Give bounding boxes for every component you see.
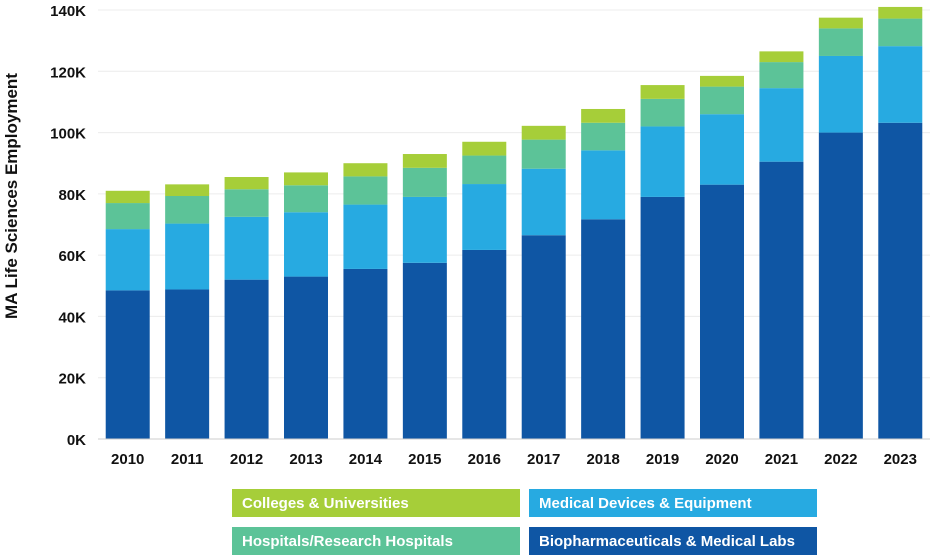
bar-segment-biopharma — [640, 196, 685, 439]
bar-segment-colleges — [640, 85, 685, 99]
bar-segment-hospitals — [878, 18, 923, 47]
y-tick-label: 0K — [67, 432, 86, 449]
bar-segment-medical-devices — [402, 196, 447, 263]
bar-segment-hospitals — [165, 196, 210, 224]
bar-segment-medical-devices — [640, 126, 685, 197]
x-tick-label: 2010 — [111, 451, 144, 468]
x-tick-label: 2015 — [408, 451, 441, 468]
x-tick-label: 2016 — [468, 451, 501, 468]
bar-segment-colleges — [105, 190, 150, 204]
bar-segment-biopharma — [284, 276, 328, 439]
bar-segment-medical-devices — [878, 46, 923, 123]
bar-segment-colleges — [818, 17, 863, 29]
bar-segment-medical-devices — [759, 88, 804, 162]
y-tick-label: 80K — [58, 187, 86, 204]
y-axis-ticks: 0K 20K 40K 60K 80K 100K 120K 140K — [50, 3, 86, 449]
bar-segment-colleges — [224, 177, 269, 190]
y-tick-label: 40K — [58, 309, 86, 326]
y-tick-label: 60K — [58, 248, 86, 265]
bar-segment-medical-devices — [581, 150, 626, 220]
bar-segment-hospitals — [759, 62, 804, 89]
bar-segment-colleges — [878, 6, 923, 19]
x-tick-label: 2021 — [765, 451, 798, 468]
bar-segment-medical-devices — [521, 168, 566, 236]
y-tick-label: 120K — [50, 64, 86, 81]
bar-segment-colleges — [759, 51, 804, 63]
bar-segment-colleges — [521, 125, 566, 140]
bar-segment-colleges — [343, 163, 388, 177]
bar-segment-hospitals — [581, 122, 626, 151]
bar-segment-colleges — [165, 184, 210, 197]
bar-segment-biopharma — [700, 184, 744, 439]
bar-segment-colleges — [581, 108, 626, 123]
bar-segment-colleges — [462, 141, 507, 156]
x-tick-label: 2018 — [586, 451, 619, 468]
x-tick-label: 2012 — [230, 451, 263, 468]
bar-segment-medical-devices — [105, 229, 150, 291]
bar-segment-medical-devices — [165, 223, 210, 290]
bar-segment-medical-devices — [818, 55, 863, 133]
bar-segment-hospitals — [462, 155, 507, 185]
bar-segment-hospitals — [700, 86, 744, 115]
bar-segment-biopharma — [224, 279, 269, 439]
x-axis-ticks: 2010 2011 2012 2013 2014 2015 2016 2017 2018 2019… — [111, 451, 917, 468]
bar-segment-biopharma — [759, 161, 804, 440]
bar-segment-hospitals — [640, 98, 685, 127]
bar-segment-hospitals — [402, 167, 447, 197]
bar-segment-colleges — [402, 154, 447, 168]
bar-segment-biopharma — [581, 219, 626, 439]
y-axis-label: MA Life Sciences Employment — [2, 73, 21, 319]
x-tick-label: 2022 — [824, 451, 857, 468]
bar-segment-hospitals — [105, 203, 150, 230]
x-tick-label: 2011 — [171, 451, 204, 468]
bar-segment-biopharma — [343, 268, 388, 439]
bar-segment-biopharma — [878, 122, 923, 439]
bar-segment-biopharma — [402, 262, 447, 439]
bar-segment-biopharma — [105, 290, 150, 439]
bar-segment-biopharma — [462, 249, 507, 439]
x-tick-label: 2019 — [646, 451, 679, 468]
x-tick-label: 2014 — [349, 451, 383, 468]
y-tick-label: 100K — [50, 126, 86, 143]
x-tick-label: 2020 — [705, 451, 738, 468]
bar-segment-biopharma — [521, 235, 566, 439]
bar-segment-biopharma — [165, 289, 210, 439]
bar-segment-colleges — [700, 75, 744, 87]
bar-segment-medical-devices — [284, 212, 328, 277]
x-tick-label: 2017 — [527, 451, 560, 468]
bar-segment-biopharma — [818, 132, 863, 440]
bar-segment-hospitals — [521, 139, 566, 169]
y-tick-label: 140K — [50, 3, 86, 20]
grid-lines — [98, 9, 930, 379]
x-tick-label: 2013 — [289, 451, 322, 468]
bar-segment-colleges — [284, 172, 328, 186]
x-tick-label: 2023 — [884, 451, 917, 468]
bar-segment-medical-devices — [700, 114, 744, 185]
bar-segment-medical-devices — [224, 216, 269, 280]
bar-segment-hospitals — [224, 189, 269, 217]
bar-segment-hospitals — [284, 185, 328, 213]
bars — [105, 6, 923, 440]
bar-segment-medical-devices — [343, 204, 388, 269]
y-tick-label: 20K — [58, 371, 86, 388]
bar-segment-hospitals — [818, 28, 863, 56]
bar-segment-hospitals — [343, 176, 388, 205]
bar-segment-medical-devices — [462, 184, 507, 250]
